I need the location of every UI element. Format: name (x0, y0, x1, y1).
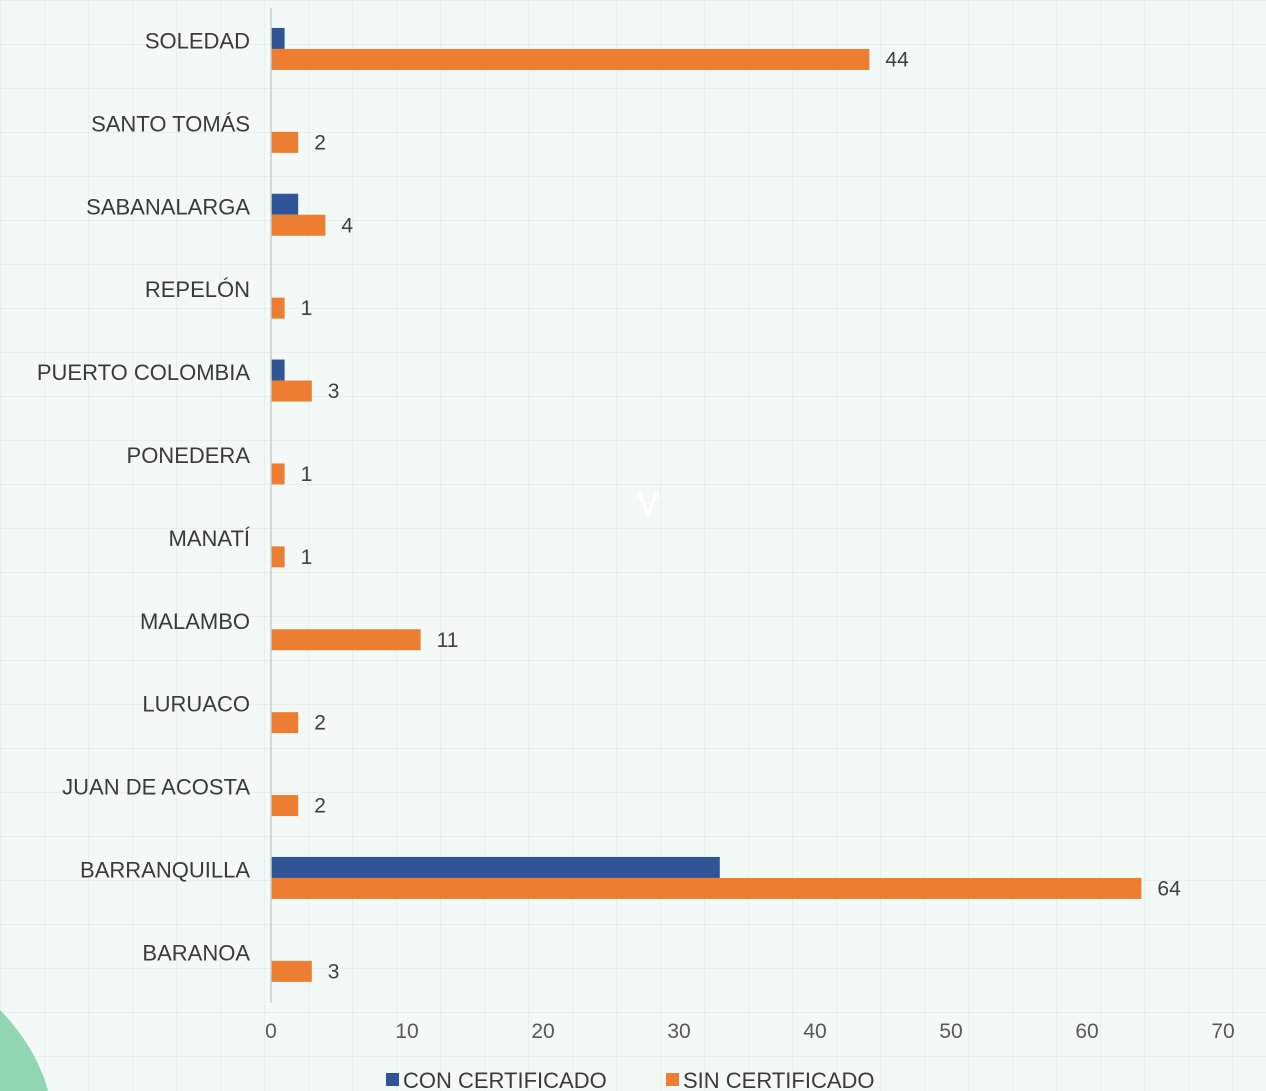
category-label-puerto-colombia: PUERTO COLOMBIA (37, 360, 250, 385)
data-label-sin-certificado-juan-de-acosta: 2 (314, 795, 326, 818)
legend: CON CERTIFICADO SIN CERTIFICADO (386, 1068, 875, 1091)
category-label-sabanalarga: SABANALARGA (86, 194, 250, 219)
labels-layer: SOLEDAD 44 SANTO TOMÁS 2 SABANALARGA 4 REPELÓN… (37, 28, 1181, 983)
watermark-text: V (637, 485, 660, 523)
category-label-juan-de-acosta: JUAN DE ACOSTA (62, 775, 250, 800)
category-label-repelon: REPELÓN (145, 277, 250, 302)
x-tick-label-20: 20 (531, 1020, 554, 1043)
data-label-sin-certificado-santo-tomas: 2 (314, 131, 326, 154)
data-label-sin-certificado-repelon: 1 (301, 297, 313, 320)
x-tick-label-40: 40 (803, 1020, 826, 1043)
x-axis-ticks: 0 10 20 30 40 50 60 70 (265, 1020, 1235, 1043)
bar-con-certificado-sabanalarga (271, 193, 299, 215)
bar-sin-certificado-manati (271, 546, 285, 568)
data-label-sin-certificado-manati: 1 (301, 546, 313, 569)
category-label-malambo: MALAMBO (140, 609, 250, 634)
bar-con-certificado-puerto-colombia (271, 359, 285, 381)
x-tick-label-60: 60 (1075, 1020, 1098, 1043)
x-tick-label-70: 70 (1211, 1020, 1234, 1043)
data-label-sin-certificado-ponedera: 1 (301, 463, 313, 486)
bar-sin-certificado-sabanalarga (271, 214, 326, 236)
x-tick-label-0: 0 (265, 1020, 277, 1043)
x-tick-label-10: 10 (395, 1020, 418, 1043)
data-label-sin-certificado-puerto-colombia: 3 (328, 380, 340, 403)
bar-sin-certificado-malambo (271, 629, 421, 651)
bar-sin-certificado-barranquilla (271, 877, 1142, 899)
legend-swatch-con-certificado (386, 1073, 399, 1086)
category-label-soledad: SOLEDAD (145, 28, 250, 53)
bar-con-certificado-barranquilla (271, 856, 720, 878)
category-label-barranquilla: BARRANQUILLA (80, 857, 250, 882)
bar-sin-certificado-repelon (271, 297, 285, 319)
category-label-baranoa: BARANOA (142, 940, 250, 965)
data-label-sin-certificado-baranoa: 3 (328, 960, 340, 983)
legend-label-sin-certificado: SIN CERTIFICADO (683, 1068, 875, 1091)
data-label-sin-certificado-malambo: 11 (437, 629, 459, 652)
bar-sin-certificado-juan-de-acosta (271, 795, 299, 817)
category-label-manati: MANATÍ (169, 526, 251, 551)
category-label-luruaco: LURUACO (142, 692, 250, 717)
x-tick-label-30: 30 (667, 1020, 690, 1043)
category-label-ponedera: PONEDERA (127, 443, 251, 468)
category-label-santo-tomas: SANTO TOMÁS (91, 111, 250, 136)
legend-label-con-certificado: CON CERTIFICADO (403, 1068, 607, 1091)
data-label-sin-certificado-barranquilla: 64 (1157, 877, 1181, 900)
bar-sin-certificado-baranoa (271, 960, 312, 982)
data-label-sin-certificado-luruaco: 2 (314, 712, 326, 735)
bar-sin-certificado-luruaco (271, 712, 299, 734)
data-label-sin-certificado-sabanalarga: 4 (341, 214, 353, 237)
bar-sin-certificado-soledad (271, 48, 870, 70)
bar-sin-certificado-ponedera (271, 463, 285, 485)
bar-sin-certificado-puerto-colombia (271, 380, 312, 402)
bars-layer (271, 27, 1142, 982)
x-tick-label-50: 50 (939, 1020, 962, 1043)
data-label-sin-certificado-soledad: 44 (885, 48, 909, 71)
bar-sin-certificado-santo-tomas (271, 131, 299, 153)
decorative-corner-wave (0, 1010, 48, 1091)
legend-swatch-sin-certificado (666, 1073, 679, 1086)
bar-con-certificado-soledad (271, 27, 285, 49)
